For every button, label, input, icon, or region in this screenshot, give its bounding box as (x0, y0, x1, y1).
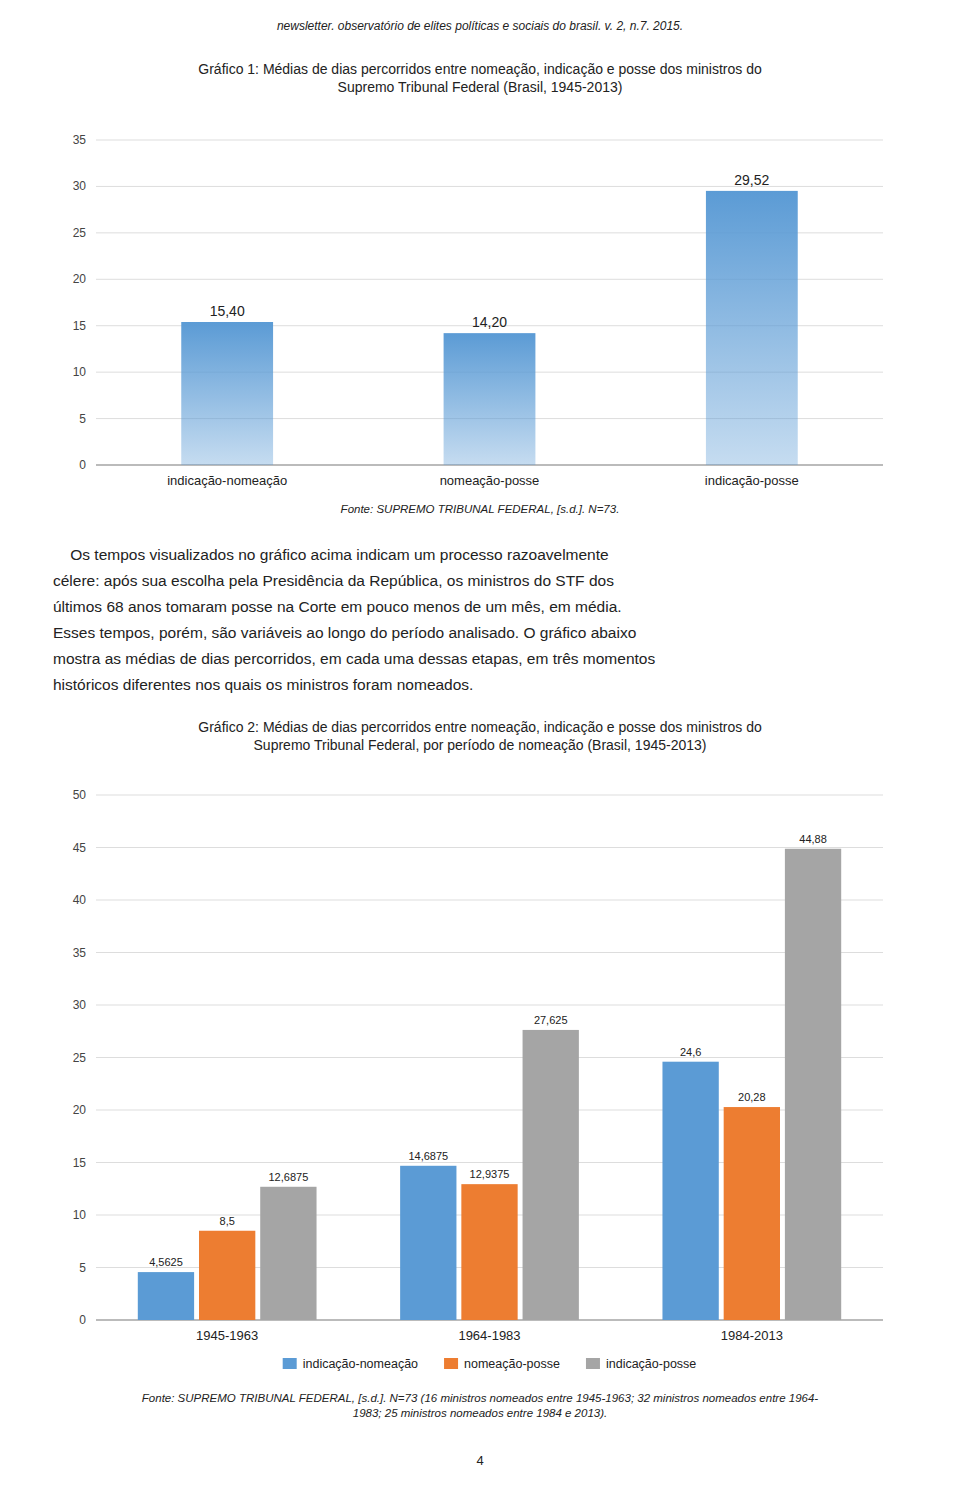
page-header: newsletter. observatório de elites polít… (277, 19, 683, 33)
y-tick-label: 30 (73, 179, 87, 193)
page: newsletter. observatório de elites polít… (0, 0, 960, 1489)
data-label: 24,6 (680, 1046, 701, 1058)
bar (181, 322, 273, 465)
y-tick-label: 50 (73, 788, 87, 802)
data-label: 14,20 (472, 314, 507, 330)
chart-title: Gráfico 1: Médias de dias percorridos en… (198, 61, 762, 77)
y-tick-label: 20 (73, 1103, 87, 1117)
x-tick-label: 1984-2013 (721, 1328, 783, 1343)
source-note: 1983; 25 ministros nomeados entre 1984 e… (353, 1407, 607, 1419)
data-label: 27,625 (534, 1014, 568, 1026)
bar (461, 1184, 517, 1320)
data-label: 8,5 (220, 1215, 235, 1227)
data-label: 20,28 (738, 1091, 766, 1103)
legend-label: indicação-posse (606, 1357, 696, 1371)
y-tick-label: 30 (73, 998, 87, 1012)
y-tick-label: 0 (79, 458, 86, 472)
background (0, 0, 960, 1489)
body-line: Esses tempos, porém, são variáveis ao lo… (53, 624, 636, 641)
y-tick-label: 25 (73, 1051, 87, 1065)
bar (785, 849, 841, 1320)
y-tick-label: 10 (73, 365, 87, 379)
y-tick-label: 5 (79, 1261, 86, 1275)
bar (724, 1107, 780, 1320)
x-tick-label: 1964-1983 (458, 1328, 520, 1343)
x-tick-label: nomeação-posse (440, 473, 540, 488)
grid-line (96, 1005, 883, 1006)
y-tick-label: 15 (73, 319, 87, 333)
grid-line (96, 900, 883, 901)
chart-title: Supremo Tribunal Federal (Brasil, 1945-2… (338, 79, 623, 95)
data-labels: 4,5625 14,6875 24,6 8,5 12,9375 20,28 12,6875 2… (149, 833, 827, 1268)
y-tick-label: 5 (79, 412, 86, 426)
legend-swatch (586, 1358, 600, 1369)
legend-item: indicação-posse (586, 1357, 696, 1371)
chart-title: Gráfico 2: Médias de dias percorridos en… (198, 719, 762, 735)
bar (444, 333, 536, 465)
bar (199, 1231, 255, 1320)
bar (138, 1272, 194, 1320)
chart: Gráfico 1: Médias de dias percorridos en… (73, 61, 883, 515)
data-label: 44,88 (799, 833, 827, 845)
grid-line (96, 795, 883, 796)
y-tick-label: 35 (73, 133, 87, 147)
body-line: célere: após sua escolha pela Presidênci… (53, 572, 614, 589)
bar (400, 1166, 456, 1320)
grid-line (96, 140, 883, 141)
bar (523, 1030, 579, 1320)
x-tick-label: indicação-nomeação (167, 473, 287, 488)
grid-line (96, 1057, 883, 1058)
data-label: 4,5625 (149, 1256, 183, 1268)
legend-label: nomeação-posse (464, 1357, 560, 1371)
bars (138, 849, 841, 1320)
chart: Gráfico 2: Médias de dias percorridos en… (73, 719, 883, 1419)
body-line: últimos 68 anos tomaram posse na Corte e… (53, 598, 622, 615)
page-number: 4 (476, 1453, 483, 1468)
legend-label: indicação-nomeação (303, 1357, 418, 1371)
body-text: Os tempos visualizados no gráfico acima … (53, 546, 655, 693)
y-tick-label: 35 (73, 946, 87, 960)
legend-swatch (444, 1358, 458, 1369)
bar (706, 191, 798, 465)
data-label: 12,6875 (268, 1171, 308, 1183)
data-label: 12,9375 (470, 1168, 510, 1180)
x-tick-label: indicação-posse (705, 473, 799, 488)
body-line: Os tempos visualizados no gráfico acima … (53, 546, 609, 563)
source-note: Fonte: SUPREMO TRIBUNAL FEDERAL, [s.d.].… (142, 1392, 819, 1404)
data-label: 29,52 (734, 172, 769, 188)
data-label: 15,40 (210, 303, 245, 319)
bars (181, 191, 797, 465)
data-labels: 15,40 14,20 29,52 (210, 172, 770, 330)
body-line: mostra as médias de dias percorridos, em… (53, 650, 655, 667)
bar (260, 1187, 316, 1320)
y-tick-label: 45 (73, 841, 87, 855)
legend-item: indicação-nomeação (283, 1357, 418, 1371)
legend-swatch (283, 1358, 297, 1369)
grid-line (96, 952, 883, 953)
source-note: Fonte: SUPREMO TRIBUNAL FEDERAL, [s.d.].… (341, 503, 620, 515)
y-tick-label: 10 (73, 1208, 87, 1222)
y-tick-label: 25 (73, 226, 87, 240)
bar (662, 1062, 718, 1320)
grid-line (96, 847, 883, 848)
y-tick-label: 40 (73, 893, 87, 907)
y-tick-label: 0 (79, 1313, 86, 1327)
data-label: 14,6875 (408, 1150, 448, 1162)
body-line: históricos diferentes nos quais os minis… (53, 676, 473, 693)
legend: indicação-nomeação nomeação-posse indicaçã… (283, 1357, 697, 1371)
y-tick-label: 15 (73, 1156, 87, 1170)
x-tick-label: 1945-1963 (196, 1328, 258, 1343)
y-tick-label: 20 (73, 272, 87, 286)
chart-title: Supremo Tribunal Federal, por período de… (254, 737, 707, 753)
legend-item: nomeação-posse (444, 1357, 560, 1371)
